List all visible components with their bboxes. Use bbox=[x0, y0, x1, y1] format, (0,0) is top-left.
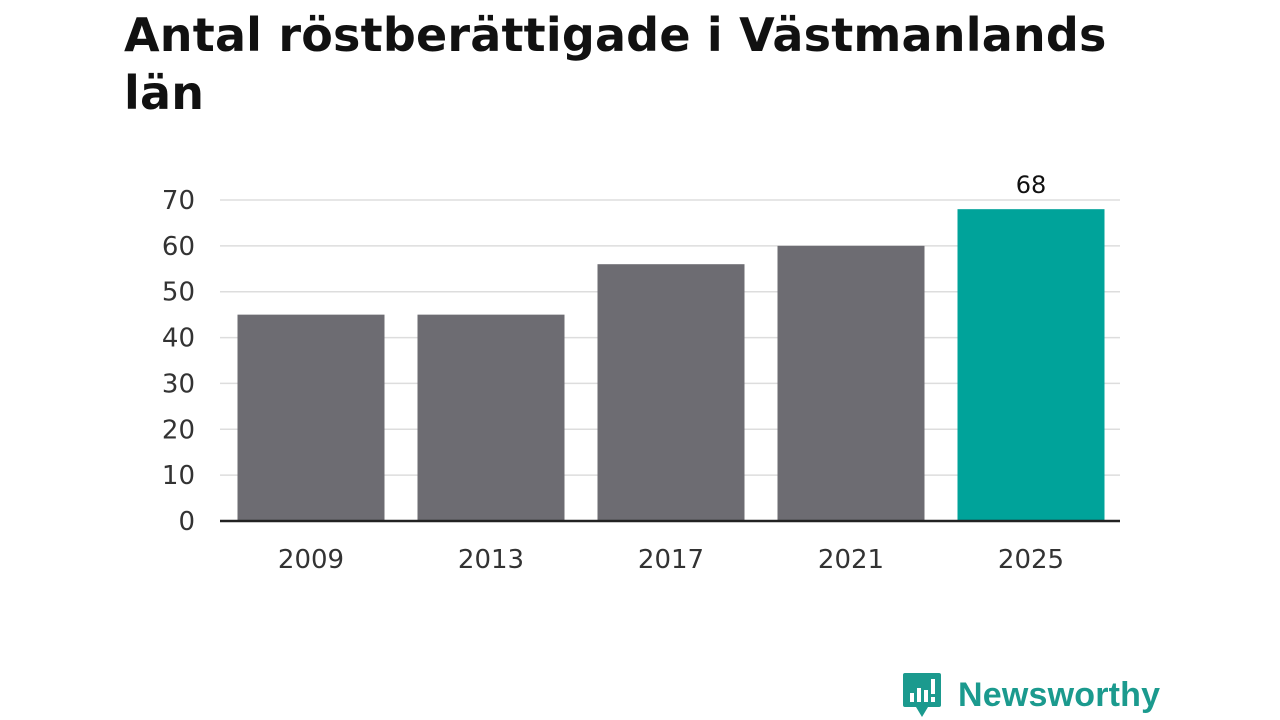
y-tick-label-50: 50 bbox=[162, 278, 195, 308]
bar-2013 bbox=[417, 314, 565, 521]
brand-name: Newsworthy bbox=[958, 675, 1161, 714]
x-tick-label-2021: 2021 bbox=[818, 545, 884, 575]
newsworthy-logo: Newsworthy bbox=[902, 670, 1160, 720]
x-tick-label-2025: 2025 bbox=[998, 545, 1064, 575]
x-tick-label-2017: 2017 bbox=[638, 545, 704, 575]
bar-chart-speech-bubble-icon bbox=[903, 673, 941, 717]
chart-title: Antal röstberättigade i Västmanlands län bbox=[124, 8, 1107, 120]
y-tick-label-30: 30 bbox=[162, 369, 195, 399]
y-tick-label-70: 70 bbox=[162, 186, 195, 216]
y-tick-label-20: 20 bbox=[162, 415, 195, 445]
x-tick-label-2009: 2009 bbox=[278, 545, 344, 575]
x-tick-label-2013: 2013 bbox=[458, 545, 524, 575]
y-tick-label-10: 10 bbox=[162, 461, 195, 491]
bar-2009 bbox=[237, 314, 385, 521]
y-tick-label-60: 60 bbox=[162, 232, 195, 262]
data-label-2025: 68 bbox=[1016, 171, 1047, 199]
y-tick-label-0: 0 bbox=[178, 507, 195, 537]
y-tick-label-40: 40 bbox=[162, 324, 195, 354]
bar-2017 bbox=[597, 264, 745, 521]
bar-2025 bbox=[957, 209, 1105, 521]
bar-2021 bbox=[777, 245, 925, 521]
